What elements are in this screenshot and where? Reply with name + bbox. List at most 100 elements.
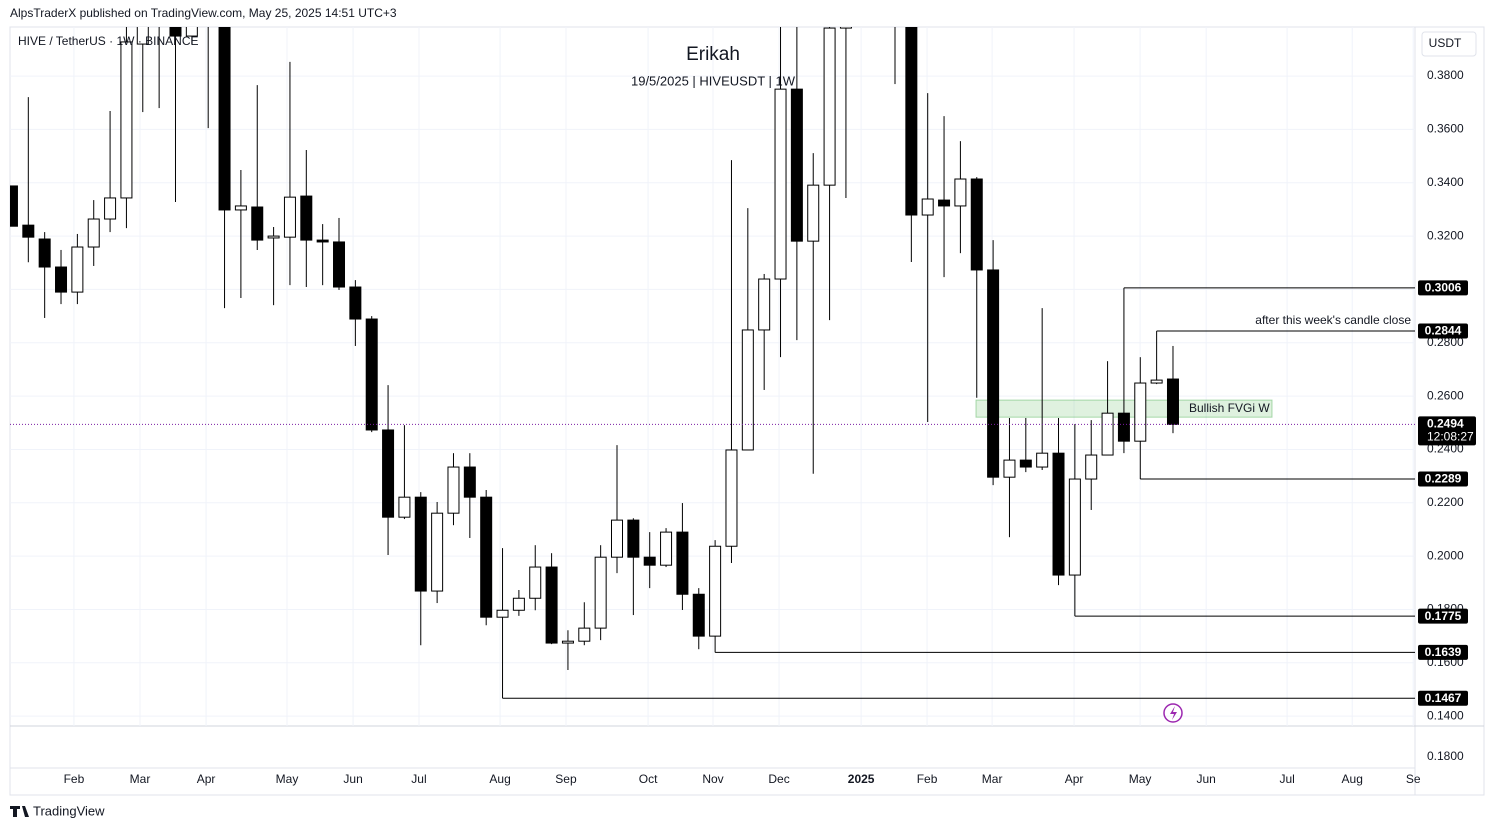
candle-body — [1052, 452, 1065, 576]
candle-body — [463, 466, 476, 498]
candle-body — [921, 198, 934, 216]
candle-body — [987, 269, 1000, 478]
x-tick-label: Sep — [555, 772, 577, 786]
level-label: 0.1467 — [1425, 691, 1462, 705]
candle-body — [1134, 382, 1147, 442]
lower-pane-label: 0.1800 — [1427, 749, 1464, 763]
candle-body — [889, 0, 900, 23]
x-tick-label: Nov — [702, 772, 723, 786]
x-tick-label: Feb — [64, 772, 85, 786]
candle-body — [22, 224, 35, 238]
level-label-box — [1418, 323, 1468, 339]
candle-body — [692, 593, 705, 637]
y-tick-label: 0.1400 — [1427, 708, 1464, 722]
candle-body — [725, 449, 738, 547]
y-tick-label: 0.3200 — [1427, 228, 1464, 242]
chart-subtitle: 19/5/2025 | HIVEUSDT | 1W — [631, 73, 796, 88]
candle-body — [71, 246, 84, 293]
candle-body — [1101, 412, 1114, 456]
x-tick-label: May — [276, 772, 299, 786]
candle-body — [905, 27, 918, 216]
y-tick-label: 0.2000 — [1427, 548, 1464, 562]
level-label-box — [1418, 644, 1468, 660]
x-tick-label: Jul — [411, 772, 426, 786]
candle-body — [512, 597, 525, 611]
annotation: after this week's candle close — [1255, 313, 1411, 327]
candle-body — [594, 556, 607, 629]
level-label-box — [1418, 471, 1468, 487]
y-tick-label: 0.2600 — [1427, 388, 1464, 402]
event-bolt — [1170, 706, 1177, 720]
y-tick-label: 0.3600 — [1427, 122, 1464, 136]
candle-body — [431, 512, 444, 592]
x-tick-label: 2025 — [848, 772, 875, 786]
level-label-box — [1418, 690, 1468, 706]
x-tick-label: May — [1129, 772, 1152, 786]
level-label-box — [1418, 608, 1468, 624]
candle-body — [1150, 379, 1163, 384]
candle-body — [185, 27, 198, 37]
level-label: 0.2289 — [1425, 472, 1462, 486]
candle-body — [1085, 454, 1098, 480]
candle-body — [709, 545, 722, 637]
chart-title: Erikah — [686, 44, 740, 65]
candle-body — [365, 318, 378, 431]
candle-body — [1068, 478, 1081, 576]
candle-body — [333, 241, 346, 288]
countdown: 12:08:27 — [1427, 430, 1474, 444]
candle-body — [136, 27, 149, 45]
candle-body — [938, 199, 951, 207]
logo-mark — [10, 806, 29, 817]
footer-brand: TradingView — [33, 803, 105, 818]
level-label-box — [1418, 280, 1468, 296]
y-tick-label: 0.3800 — [1427, 68, 1464, 82]
event-icon — [1163, 703, 1183, 723]
candle-body — [1117, 412, 1130, 442]
candle-body — [741, 329, 754, 451]
candle-body — [283, 196, 296, 238]
candle-body — [300, 195, 313, 241]
level-label: 0.2844 — [1425, 324, 1462, 338]
candle-body — [790, 88, 803, 242]
candle-body — [954, 178, 967, 207]
candle-body — [38, 238, 51, 268]
candle-body — [839, 27, 852, 29]
y-tick-label: 0.2200 — [1427, 495, 1464, 509]
x-tick-label: Apr — [197, 772, 216, 786]
candle-body — [561, 640, 574, 644]
currency-box — [1421, 31, 1477, 57]
candle-body — [218, 27, 231, 211]
candle-body — [267, 235, 280, 239]
candle-body — [970, 178, 983, 271]
candle-body — [627, 519, 640, 558]
x-tick-label: Oct — [639, 772, 658, 786]
candle-body — [1019, 459, 1032, 468]
x-tick-label: Jun — [343, 772, 362, 786]
candle-body — [55, 266, 68, 293]
x-tick-label: Aug — [489, 772, 510, 786]
candle-body — [349, 286, 362, 320]
candle-body — [774, 88, 787, 280]
x-tick-label: Se — [1406, 772, 1421, 786]
candle-body — [414, 496, 427, 592]
currency: USDT — [1429, 36, 1462, 50]
candle-body — [807, 184, 820, 242]
level-label: 0.1639 — [1425, 645, 1462, 659]
candle-body — [643, 556, 656, 566]
candle-body — [120, 41, 133, 199]
x-tick-label: Jun — [1196, 772, 1215, 786]
candle-body — [382, 429, 395, 518]
candle-body — [398, 496, 411, 518]
candle-body — [1036, 452, 1049, 468]
candle-body — [447, 466, 460, 514]
candle-body — [234, 205, 247, 211]
x-tick-label: Feb — [917, 772, 938, 786]
publisher: AlpsTraderX published on TradingView.com… — [10, 6, 397, 20]
symbol: HIVE / TetherUS · 1W · BINANCE — [18, 34, 199, 48]
last-price-label: 0.2494 — [1427, 417, 1464, 431]
x-tick-label: Dec — [768, 772, 789, 786]
candle-body — [758, 278, 771, 331]
candle-body — [529, 566, 542, 599]
candle-body — [10, 185, 18, 227]
